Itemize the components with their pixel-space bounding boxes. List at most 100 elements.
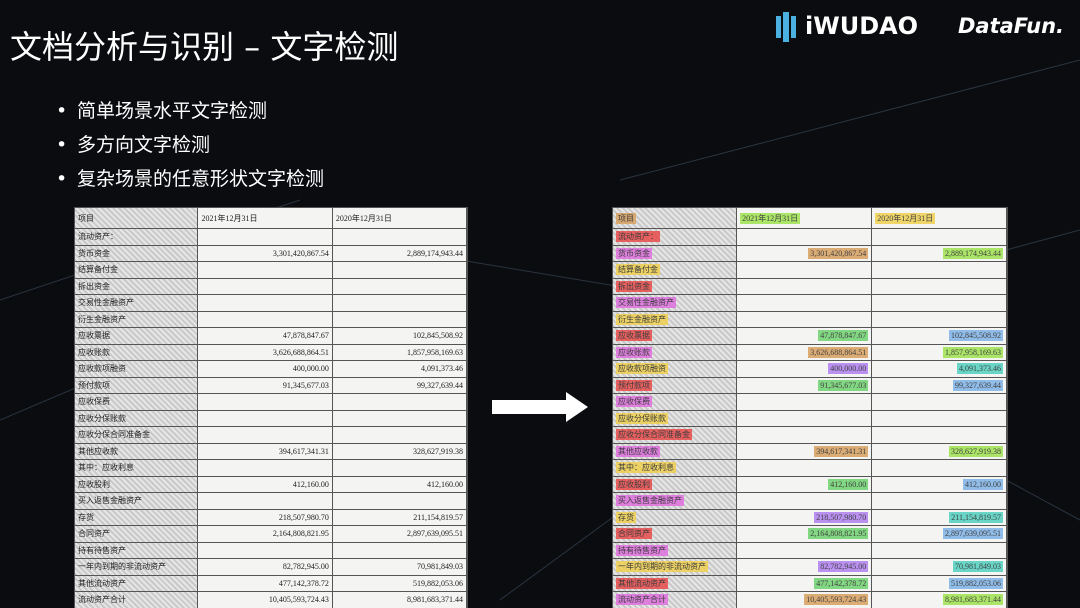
table-cell: 82,782,945.00 — [737, 559, 873, 576]
table-cell: 存货 — [75, 509, 199, 527]
cell-text: 应收保费 — [616, 396, 652, 408]
cell-text: 其他流动资产 — [78, 578, 126, 588]
table-cell — [737, 311, 873, 329]
table-cell — [872, 427, 1007, 444]
table-cell — [198, 493, 333, 510]
table-detected: 项目 2021年12月31日 2020年12月31日流动资产： 货币资金 3,301,4… — [612, 207, 1008, 608]
cell-text: 91,345,677.03 — [282, 380, 329, 390]
cell-text: 10,405,593,724.43 — [804, 594, 869, 606]
table-cell — [872, 278, 1007, 296]
table-cell: 应收分保账款 — [75, 410, 199, 428]
table-cell: 流动资产： — [613, 229, 738, 246]
table-cell: 一年内到期的非流动资产 — [75, 559, 199, 576]
table-cell — [872, 394, 1007, 411]
table-cell — [332, 311, 467, 329]
cell-text: 70,981,849.03 — [416, 562, 463, 572]
cell-text: 400,000.00 — [292, 364, 329, 374]
cell-text: 项目 — [616, 213, 636, 224]
table-cell: 项目 — [613, 208, 738, 229]
table-cell: 8,981,683,371.44 — [333, 592, 467, 608]
table-cell: 4,091,373.46 — [872, 361, 1007, 378]
table-cell — [332, 278, 467, 296]
cell-text: 应收分保账款 — [616, 412, 668, 424]
table-cell — [737, 295, 873, 312]
cell-text: 应收账款 — [616, 346, 652, 358]
cell-text: 持有待售资产 — [616, 544, 668, 556]
cell-text: 存货 — [78, 512, 94, 522]
table-cell: 328,627,919.38 — [872, 443, 1007, 461]
table-cell — [872, 410, 1007, 428]
cell-text: 70,981,849.03 — [952, 561, 1003, 573]
table-cell — [198, 262, 333, 279]
cell-text: 102,845,508.92 — [948, 330, 1003, 342]
table-cell: 应收保费 — [75, 394, 199, 411]
cell-text: 流动资产合计 — [616, 594, 668, 606]
table-cell — [872, 295, 1007, 312]
cell-text: 3,626,688,864.51 — [808, 346, 869, 358]
cell-text: 其中：应收利息 — [78, 463, 134, 473]
cell-text: 394,617,341.31 — [278, 446, 329, 456]
table-cell: 477,142,378.72 — [737, 575, 873, 593]
table-cell: 其他应收款 — [613, 443, 738, 461]
table-cell: 412,160.00 — [737, 476, 873, 494]
cell-text: 应收保费 — [78, 397, 110, 407]
cell-text: 其他应收款 — [78, 446, 118, 456]
cell-text: 应收股利 — [78, 479, 110, 489]
cell-text: 8,981,683,371.44 — [406, 595, 463, 605]
cell-text: 存货 — [616, 511, 636, 523]
cell-text: 412,160.00 — [292, 479, 329, 489]
table-cell — [198, 295, 333, 312]
table-cell: 3,626,688,864.51 — [737, 344, 873, 362]
table-cell: 47,878,847.67 — [198, 328, 333, 345]
table-cell — [872, 262, 1007, 279]
table-cell: 211,154,819.57 — [332, 509, 467, 527]
table-cell — [737, 460, 873, 477]
table-cell — [332, 542, 467, 560]
table-cell — [737, 229, 873, 246]
table-cell: 一年内到期的非流动资产 — [613, 559, 738, 576]
cell-text: 102,845,508.92 — [412, 331, 463, 341]
table-cell: 2020年12月31日 — [872, 208, 1007, 229]
logo: DataFun. — [958, 14, 1065, 38]
table-cell — [332, 394, 467, 411]
table-cell: 预付款项 — [75, 377, 199, 395]
table-cell: 货币资金 — [613, 245, 738, 263]
cell-text: 400,000.00 — [828, 363, 869, 375]
table-cell: 394,617,341.31 — [198, 443, 333, 461]
table-cell: 4,091,373.46 — [332, 361, 467, 378]
table-cell: 其中：应收利息 — [613, 460, 738, 477]
table-cell: 货币资金 — [75, 245, 199, 263]
cell-text: 合同资产 — [78, 529, 110, 539]
cell-text: 其他应收款 — [616, 445, 660, 457]
table-cell: 47,878,847.67 — [737, 328, 873, 345]
cell-text: 99,327,639.44 — [952, 379, 1003, 391]
cell-text: 应收账款 — [78, 347, 110, 357]
table-cell: 3,301,420,867.54 — [737, 245, 873, 263]
table-cell: 存货 — [613, 509, 738, 527]
cell-text: 477,142,378.72 — [278, 578, 329, 588]
table-cell: 2021年12月31日 — [198, 208, 333, 229]
table-cell: 91,345,677.03 — [198, 377, 333, 395]
table-cell: 应收账款 — [75, 344, 199, 362]
table-cell: 211,154,819.57 — [872, 509, 1007, 527]
cell-text: 应收分保合同准备金 — [616, 429, 692, 441]
table-cell: 流动资产合计 — [613, 592, 738, 608]
cell-text: 211,154,819.57 — [413, 512, 463, 522]
table-cell: 218,507,980.70 — [737, 509, 873, 527]
table-cell — [198, 427, 333, 444]
cell-text: 结算备付金 — [616, 264, 660, 276]
table-cell: 3,301,420,867.54 — [198, 245, 333, 263]
cell-text: 其他流动资产 — [616, 577, 668, 589]
table-cell — [872, 460, 1007, 477]
cell-text: 衍生金融资产 — [78, 314, 126, 324]
table-cell: 应收款项融资 — [613, 361, 738, 378]
table-cell: 102,845,508.92 — [872, 328, 1007, 345]
table-cell — [332, 493, 467, 510]
cell-text: 328,627,919.38 — [948, 445, 1003, 457]
table-cell: 412,160.00 — [872, 476, 1007, 494]
table-cell: 合同资产 — [75, 526, 199, 543]
table-cell: 预付款项 — [613, 377, 738, 395]
cell-text: 应收票据 — [616, 330, 652, 342]
table-cell — [872, 493, 1007, 510]
table-cell: 2021年12月31日 — [737, 208, 873, 229]
